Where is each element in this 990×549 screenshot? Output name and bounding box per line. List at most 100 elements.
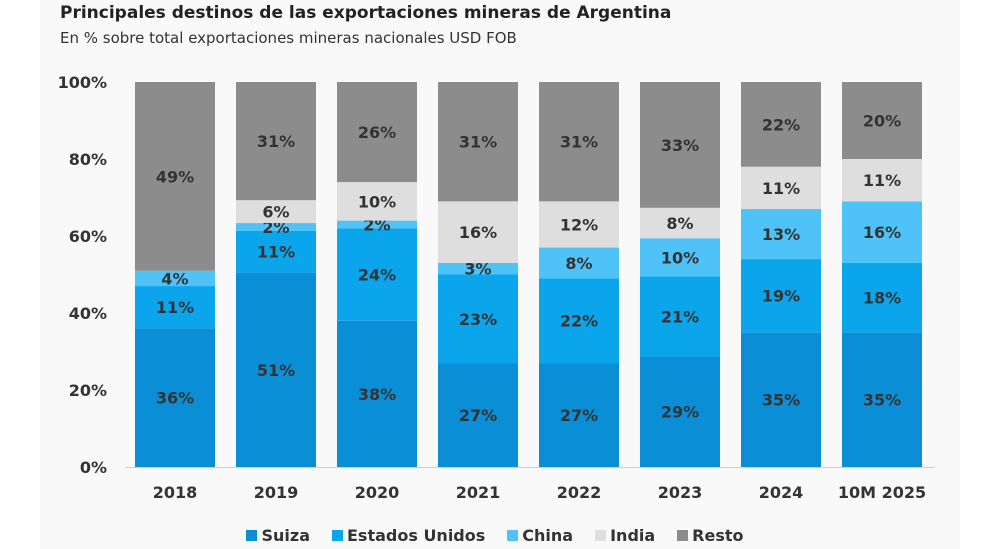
bar-segment-india: [842, 159, 922, 202]
bar-segment-suiza: [236, 272, 316, 467]
x-tick-label: 10M 2025: [838, 483, 926, 502]
data-label: 13%: [762, 225, 800, 244]
data-label: 36%: [156, 389, 194, 408]
legend-label: India: [610, 526, 656, 545]
data-label: 18%: [863, 289, 901, 308]
data-label: 51%: [257, 361, 295, 380]
bar-segment-india: [741, 166, 821, 210]
bar-segment-suiza: [640, 356, 720, 467]
data-label: 16%: [459, 223, 497, 242]
bar-segment-suiza: [438, 363, 518, 467]
legend-swatch: [332, 530, 343, 541]
bar-segment-resto: [236, 82, 316, 201]
data-label: 38%: [358, 385, 396, 404]
data-label: 27%: [560, 406, 598, 425]
data-label: 4%: [161, 269, 188, 288]
bar-segment-resto: [741, 82, 821, 167]
data-label: 26%: [358, 123, 396, 142]
data-label: 35%: [762, 391, 800, 410]
y-tick-label: 0%: [80, 458, 107, 477]
bar-segment-india: [236, 200, 316, 224]
data-label: 20%: [863, 112, 901, 131]
data-label: 24%: [358, 266, 396, 285]
x-tick-label: 2023: [658, 483, 703, 502]
bar-segment-china: [438, 262, 518, 275]
x-tick-label: 2022: [557, 483, 602, 502]
bar-segment-suiza: [842, 332, 922, 467]
data-label: 22%: [560, 312, 598, 331]
bar-segment-estados-unidos: [640, 276, 720, 357]
bar-segment-china: [741, 209, 821, 260]
bar-segment-suiza: [135, 328, 215, 467]
data-label: 11%: [156, 298, 194, 317]
data-label: 16%: [863, 223, 901, 242]
legend-item: Suiza: [246, 526, 310, 545]
x-tick-label: 2018: [153, 483, 198, 502]
y-tick-label: 60%: [69, 227, 107, 246]
bar-segment-china: [640, 238, 720, 277]
bar-segment-estados-unidos: [741, 259, 821, 333]
legend-label: Estados Unidos: [347, 526, 486, 545]
y-tick-label: 80%: [69, 150, 107, 169]
bar-segment-china: [539, 247, 619, 279]
data-label: 21%: [661, 307, 699, 326]
bar-segment-china: [842, 201, 922, 263]
data-label: 35%: [863, 391, 901, 410]
bar-segment-india: [438, 201, 518, 263]
legend-label: Suiza: [261, 526, 310, 545]
legend-swatch: [595, 530, 607, 541]
bar-segment-india: [640, 207, 720, 239]
legend-swatch: [507, 530, 519, 541]
bar-segment-estados-unidos: [842, 262, 922, 333]
bar-segment-resto: [438, 82, 518, 202]
legend-swatch: [677, 530, 689, 541]
data-label: 10%: [358, 192, 396, 211]
legend-item: China: [507, 526, 573, 545]
data-label: 11%: [762, 179, 800, 198]
data-label: 11%: [257, 243, 295, 262]
data-label: 3%: [464, 260, 491, 279]
bar-segment-suiza: [539, 363, 619, 467]
data-label: 23%: [459, 310, 497, 329]
data-label: 49%: [156, 167, 194, 186]
data-label: 22%: [762, 115, 800, 134]
chart-subtitle: En % sobre total exportaciones mineras n…: [60, 29, 517, 47]
data-label: 12%: [560, 215, 598, 234]
bar-segment-india: [337, 182, 417, 221]
bar-segment-estados-unidos: [438, 274, 518, 364]
bar-segment-resto: [842, 82, 922, 159]
bar-segment-china: [135, 270, 215, 287]
data-label: 8%: [565, 254, 592, 273]
x-tick-label: 2019: [254, 483, 299, 502]
bar-segment-china: [337, 220, 417, 229]
legend-item: Resto: [677, 526, 744, 545]
data-label: 6%: [262, 203, 289, 222]
data-label: 10%: [661, 248, 699, 267]
x-tick-label: 2021: [456, 483, 501, 502]
chart-title: Principales destinos de las exportacione…: [60, 3, 672, 23]
y-tick-label: 20%: [69, 381, 107, 400]
bar-segment-suiza: [337, 320, 417, 467]
bar-segment-india: [539, 201, 619, 248]
data-label: 31%: [459, 133, 497, 152]
legend-swatch: [246, 530, 258, 541]
bar-segment-estados-unidos: [135, 286, 215, 329]
bar-segment-estados-unidos: [236, 230, 316, 273]
bar-segment-resto: [539, 82, 619, 202]
bar-segment-china: [236, 223, 316, 231]
data-label: 31%: [257, 132, 295, 151]
data-label: 19%: [762, 287, 800, 306]
y-tick-label: 40%: [69, 304, 107, 323]
bar-segment-suiza: [741, 332, 821, 467]
legend-label: China: [522, 526, 574, 545]
x-tick-label: 2020: [355, 483, 400, 502]
data-label: 29%: [661, 403, 699, 422]
bar-segment-resto: [640, 82, 720, 208]
data-label: 11%: [863, 171, 901, 190]
bar-segment-estados-unidos: [539, 278, 619, 364]
legend-item: Estados Unidos: [332, 526, 485, 545]
bar-segment-estados-unidos: [337, 228, 417, 321]
legend: Suiza Estados Unidos China India Resto: [0, 526, 990, 545]
bar-segment-resto: [337, 82, 417, 183]
